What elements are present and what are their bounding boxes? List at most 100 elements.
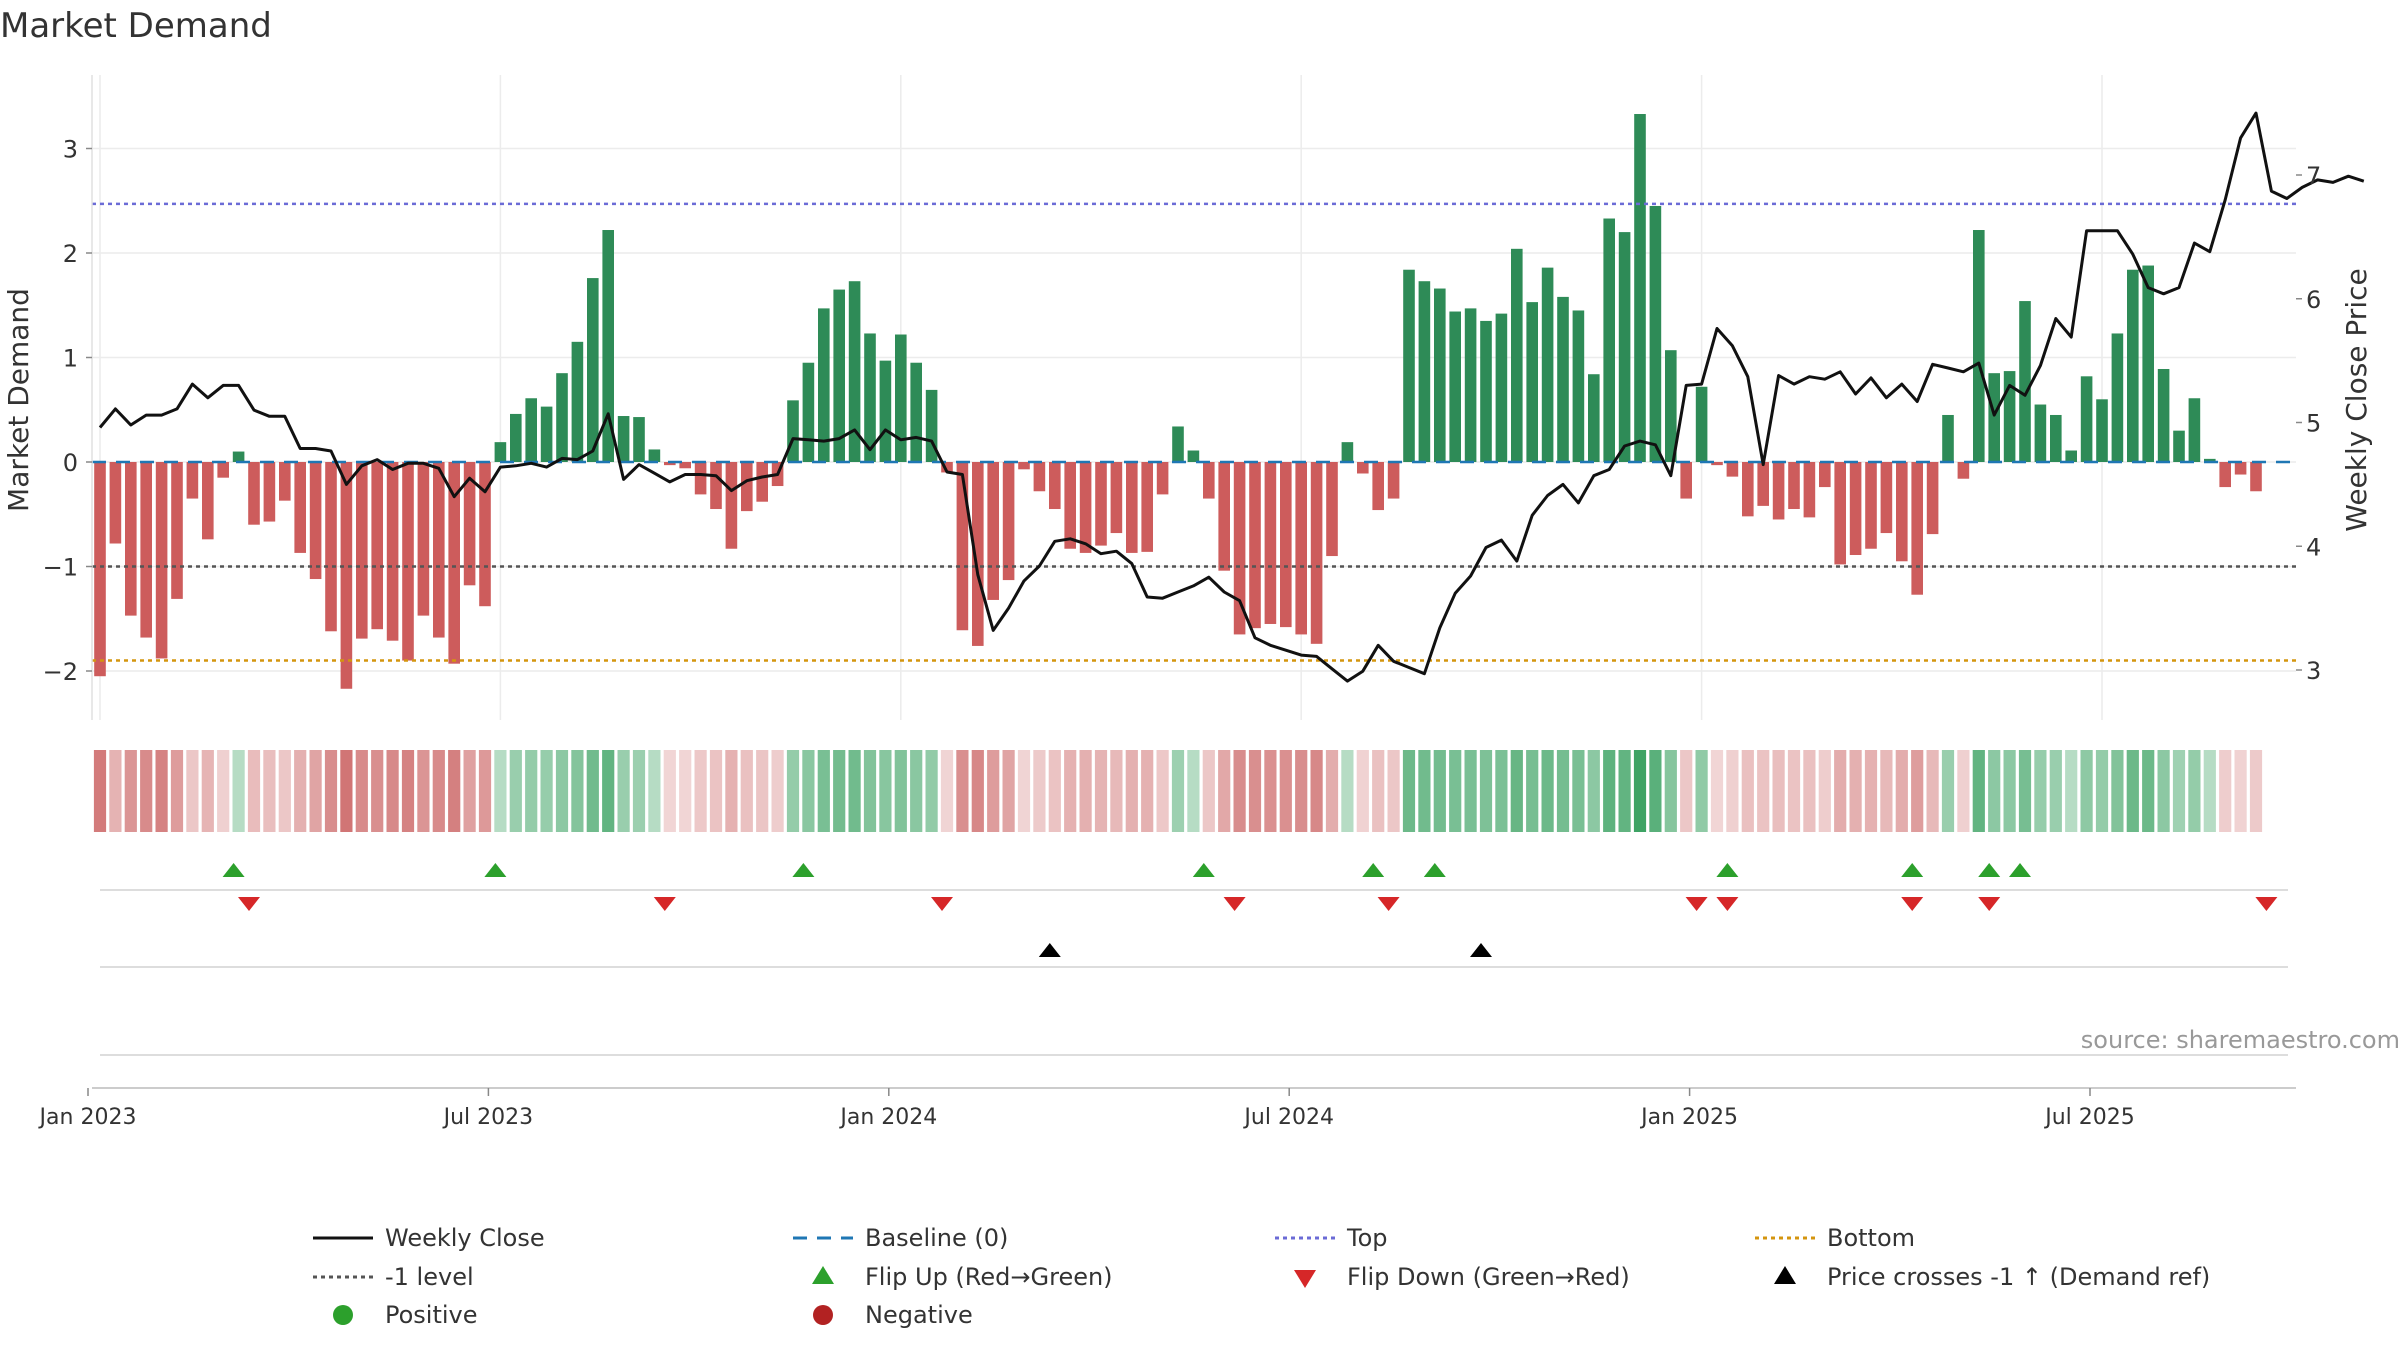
y-tick-label: 3 [63, 136, 78, 164]
negative-bar [1788, 462, 1800, 510]
heat-cell-negative [679, 750, 692, 832]
heat-cell-positive [2188, 750, 2201, 832]
positive-bar [1418, 281, 1431, 462]
negative-bar [433, 462, 445, 638]
heat-cell-negative [2234, 750, 2247, 832]
positive-bar [1988, 373, 2000, 462]
negative-bar [1742, 462, 1754, 517]
positive-bar [1541, 267, 1554, 462]
y2-axis-label: Weekly Close Price [2340, 268, 2373, 531]
positive-bar [2127, 269, 2139, 462]
heat-cell-positive [632, 750, 646, 832]
heat-cell-negative [725, 750, 738, 832]
negative-bar [1095, 462, 1107, 546]
negative-bar [1002, 462, 1015, 581]
y-tick-label: 1 [63, 345, 78, 373]
heat-cell-positive [1187, 750, 1200, 832]
negative-bar [171, 462, 183, 599]
heat-cell-positive [1572, 750, 1585, 832]
positive-bar [1973, 230, 1985, 462]
heat-cell-negative [1218, 750, 1231, 832]
heat-cell-negative [1325, 750, 1339, 832]
negative-bar [186, 462, 199, 499]
legend-label: -1 level [385, 1263, 474, 1291]
negative-bar [1726, 462, 1739, 477]
heat-cell-positive [540, 750, 553, 832]
flip-up-marker [1978, 863, 2001, 877]
negative-bar [217, 462, 229, 478]
heat-cell-positive [910, 750, 923, 832]
heat-cell-positive [1479, 750, 1493, 832]
heat-cell-negative [1295, 750, 1308, 832]
negative-bar [325, 462, 337, 632]
negative-bar [479, 462, 491, 607]
axes: −2 −1 0 1 2 3 3 4 5 6 7 [43, 75, 2321, 720]
negative-bar [664, 462, 676, 466]
legend-label: Baseline (0) [865, 1224, 1008, 1252]
positive-bar [2096, 399, 2108, 462]
heat-cell-negative [1310, 750, 1323, 832]
heat-cell-positive [2172, 750, 2186, 832]
heat-cell-positive [1433, 750, 1446, 832]
negative-bar [155, 462, 168, 659]
negative-bar [402, 462, 414, 661]
negative-bar [710, 462, 722, 510]
heat-cell-positive [894, 750, 907, 832]
positive-bar [1603, 218, 1615, 462]
heat-cell-negative [1279, 750, 1292, 832]
heat-cell-positive [925, 750, 938, 832]
heat-cell-negative [1202, 750, 1215, 832]
heat-cell-negative [1002, 750, 1015, 832]
negative-bar [1110, 462, 1123, 534]
heat-cell-positive [1541, 750, 1554, 832]
positive-bar [879, 360, 892, 462]
negative-bar [694, 462, 707, 495]
heat-cell-negative [1957, 750, 1970, 832]
heat-cell-negative [1911, 750, 1924, 832]
heat-cell-negative [309, 750, 322, 832]
negative-bar [386, 462, 399, 641]
heat-cell-positive [2080, 750, 2093, 832]
heat-cell-negative [294, 750, 307, 832]
positive-bar [802, 362, 815, 462]
negative-bar [972, 462, 984, 646]
heat-cell-positive [1695, 750, 1708, 832]
flip-up-marker [1423, 863, 1446, 877]
negative-bar [2219, 462, 2231, 488]
positive-bar [2204, 458, 2216, 462]
heat-cell-positive [1495, 750, 1508, 832]
negative-bar [756, 462, 768, 502]
positive-bar [587, 278, 599, 462]
heat-cell-negative [140, 750, 153, 832]
positive-bar [1526, 302, 1538, 462]
flip-down-marker [653, 897, 676, 911]
heat-cell-positive [1633, 750, 1647, 832]
negative-bar [125, 462, 137, 616]
heat-cell-negative [1757, 750, 1770, 832]
heat-cell-negative [1064, 750, 1077, 832]
flip-up-marker [222, 863, 245, 877]
negative-bar [1926, 462, 1939, 535]
y2-tick-label: 5 [2306, 410, 2321, 438]
negative-bar [371, 462, 383, 630]
negative-bar [1280, 462, 1292, 628]
negative-bar [294, 462, 306, 553]
heat-cell-positive [1418, 750, 1431, 832]
heat-cell-positive [1341, 750, 1354, 832]
negative-bar [309, 462, 322, 580]
chart-title: Market Demand [0, 6, 272, 46]
heat-cell-positive [1664, 750, 1677, 832]
y2-tick-label: 3 [2306, 657, 2321, 685]
negative-bar [1357, 462, 1369, 474]
flip-down-marker [2255, 897, 2278, 911]
heat-cell-positive [2034, 750, 2047, 832]
negative-bar [340, 462, 353, 689]
negative-bar [94, 462, 106, 677]
positive-bar [2142, 265, 2154, 462]
heat-cell-negative [1387, 750, 1400, 832]
heat-cell-negative [417, 750, 430, 832]
heat-cell-negative [987, 750, 1000, 832]
positive-bar [2188, 398, 2201, 462]
positive-bar [1187, 450, 1200, 462]
positive-bar [2050, 414, 2062, 462]
